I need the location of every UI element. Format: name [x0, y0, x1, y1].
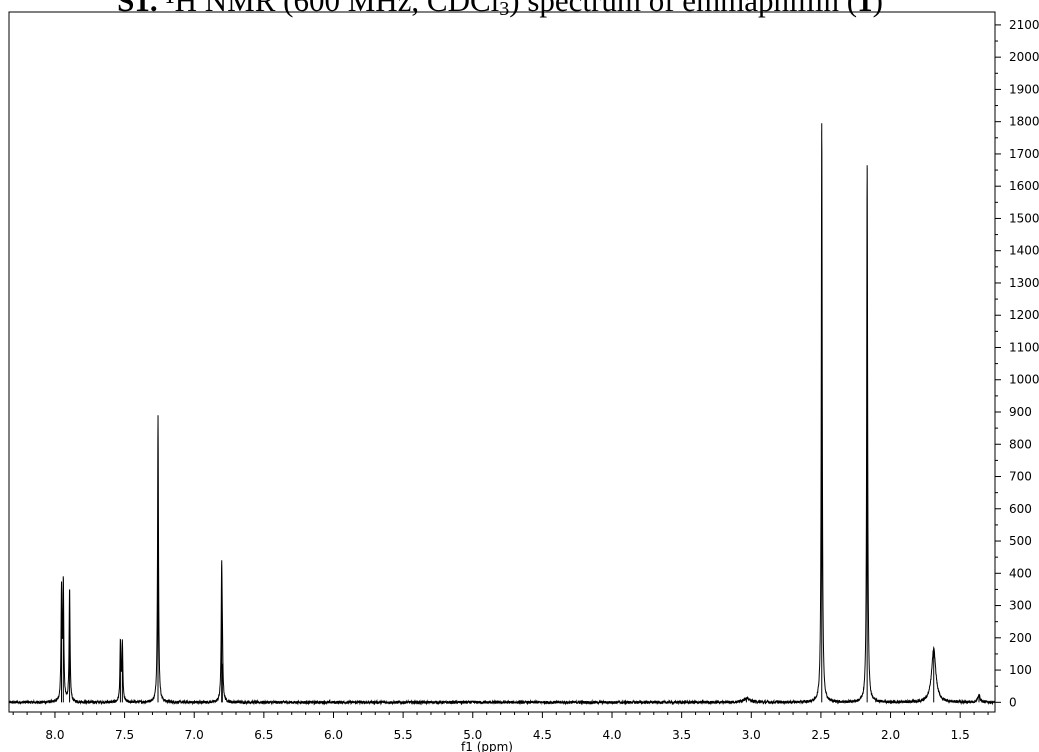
y-tick-label: 600 [1009, 502, 1032, 516]
y-tick-label: 0 [1009, 695, 1017, 709]
x-tick-label: 8.0 [45, 728, 64, 742]
y-tick-label: 2000 [1009, 50, 1039, 64]
y-tick-label: 900 [1009, 405, 1032, 419]
x-tick-label: 6.0 [324, 728, 343, 742]
x-tick-label: 1.5 [951, 728, 970, 742]
y-tick-label: 500 [1009, 534, 1032, 548]
spectrum-line [8, 123, 996, 706]
x-tick-label: 5.5 [394, 728, 413, 742]
y-tick-label: 2100 [1009, 18, 1039, 32]
x-axis-label: f1 (ppm) [461, 740, 513, 752]
x-tick-label: 4.5 [533, 728, 552, 742]
x-tick-label: 7.5 [115, 728, 134, 742]
chart-title: S1. ¹H NMR (600 MHz, CDCl3) spectrum of … [117, 0, 883, 20]
y-tick-label: 700 [1009, 470, 1032, 484]
x-axis: 8.0 7.5 7.0 6.5 6.0 5.5 5.0 4.5 4.0 3.5 3.0 2.5 2.0 1… [12, 712, 989, 742]
y-tick-label: 1300 [1009, 276, 1039, 290]
y-tick-label: 1700 [1009, 147, 1039, 161]
y-tick-label: 1400 [1009, 244, 1039, 258]
y-tick-label: 400 [1009, 566, 1032, 580]
plot-frame [8, 11, 996, 713]
y-tick-label: 1200 [1009, 308, 1039, 322]
y-tick-label: 1800 [1009, 115, 1039, 129]
x-tick-label: 6.5 [254, 728, 273, 742]
y-tick-label: 300 [1009, 599, 1032, 613]
y-tick-label: 1500 [1009, 211, 1039, 225]
y-tick-label: 1600 [1009, 179, 1039, 193]
x-tick-label: 3.0 [742, 728, 761, 742]
y-tick-label: 1000 [1009, 373, 1039, 387]
x-tick-label: 7.0 [185, 728, 204, 742]
y-tick-label: 1900 [1009, 82, 1039, 96]
y-tick-label: 100 [1009, 663, 1032, 677]
x-tick-label: 3.5 [672, 728, 691, 742]
y-tick-label: 200 [1009, 631, 1032, 645]
x-tick-label: 4.0 [602, 728, 621, 742]
y-axis: 0 100 200 300 400 500 600 700 800 900 1000 1100 1200… [995, 18, 1039, 709]
x-tick-label: 2.5 [811, 728, 830, 742]
y-tick-label: 800 [1009, 437, 1032, 451]
y-tick-label: 1100 [1009, 340, 1039, 354]
x-tick-label: 5.0 [463, 728, 482, 742]
x-tick-label: 2.0 [881, 728, 900, 742]
